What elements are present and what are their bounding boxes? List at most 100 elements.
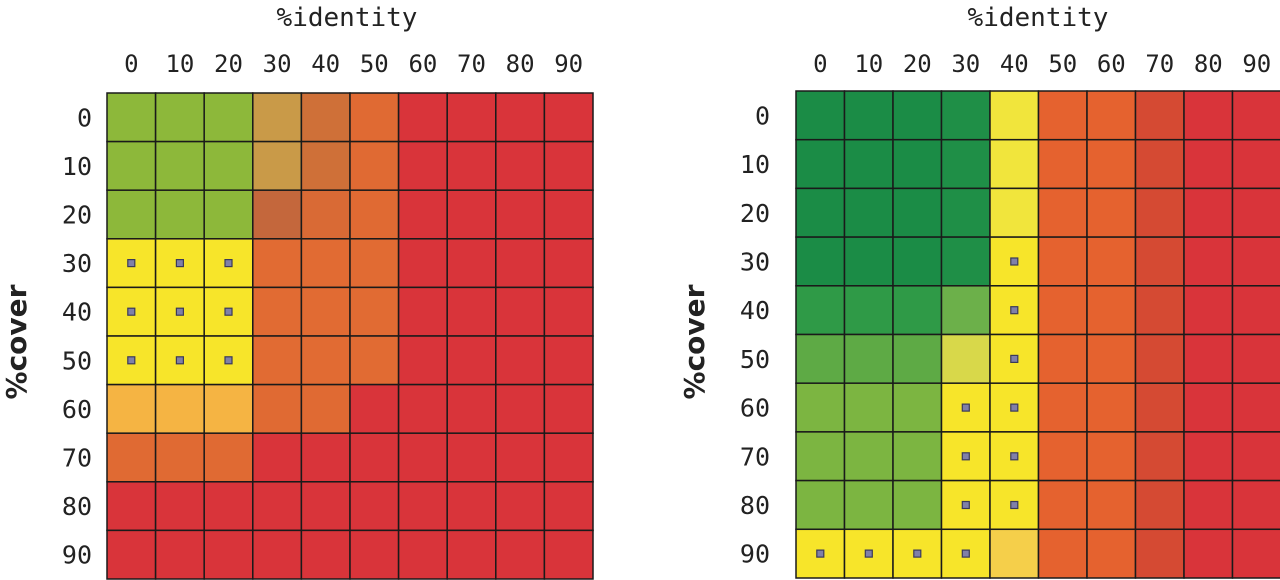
heatmap-cell [543, 335, 594, 386]
heatmap-cell [349, 140, 400, 191]
heatmap-cell [349, 238, 400, 289]
heatmap-cell [397, 383, 448, 434]
heatmap-cell [495, 432, 546, 483]
x-tick-label: 90 [554, 50, 583, 78]
cell-marker [961, 452, 970, 461]
heatmap-cell [795, 382, 846, 433]
heatmap-cell [543, 286, 594, 337]
heatmap-cell [989, 138, 1040, 190]
heatmap-right: %identity %cover 0 10 20 30 40 50 60 70 80 90 0 10 2… [680, 3, 1280, 579]
heatmap-cell [349, 529, 400, 580]
y-tick-label: 60 [740, 394, 770, 423]
heatmap-cell [1183, 333, 1234, 384]
heatmap-cell [543, 432, 594, 483]
heatmap-cell [397, 432, 448, 483]
heatmap-cell [1134, 90, 1185, 141]
heatmap-cell [892, 333, 943, 384]
x-tick-label: 90 [1242, 50, 1271, 78]
cell-marker [224, 259, 233, 268]
y-tick-label: 10 [62, 152, 92, 181]
heatmap-cell [495, 529, 546, 580]
x-tick-label: 30 [263, 50, 292, 78]
heatmap-cell [1231, 285, 1280, 336]
heatmap-cell [892, 236, 943, 287]
heatmap-cell [892, 285, 943, 336]
heatmap-cell [106, 432, 157, 483]
heatmap-cell [154, 140, 205, 191]
heatmap-cell [1086, 285, 1137, 336]
heatmap-cell [106, 92, 157, 143]
heatmap-cell [446, 383, 497, 434]
heatmap-cell [892, 90, 943, 141]
heatmap-cell [795, 285, 846, 336]
heatmap-cell [106, 481, 157, 532]
heatmap-cell [1183, 285, 1234, 336]
heatmap-cell [843, 333, 894, 384]
heatmap-cell [1134, 528, 1185, 579]
heatmap-cell [446, 92, 497, 143]
heatmap-cell [495, 383, 546, 434]
cell-marker [1010, 354, 1019, 363]
heatmap-cell [795, 431, 846, 482]
heatmap-cell [203, 189, 254, 240]
heatmap-cell [1134, 431, 1185, 482]
heatmap-cell [397, 238, 448, 289]
heatmap-cell [397, 92, 448, 143]
heatmap-cell [495, 92, 546, 143]
heatmap-cell [252, 529, 303, 580]
heatmap-cell [543, 140, 594, 191]
heatmap-cell [1134, 479, 1185, 531]
heatmap-cell [106, 189, 157, 240]
x-tick-label: 60 [408, 50, 437, 78]
heatmap-cell [300, 286, 351, 337]
x-tick-label: 50 [360, 50, 389, 78]
heatmap-cell [1183, 187, 1234, 238]
heatmap-cell [795, 90, 846, 141]
heatmap-cell [940, 333, 991, 384]
y-axis-title: %cover [0, 284, 33, 399]
heatmap-cell [1134, 236, 1185, 287]
y-tick-label: 70 [740, 442, 770, 471]
heatmap-cell [154, 189, 205, 240]
heatmap-cell [543, 529, 594, 580]
heatmap-cell [989, 528, 1040, 579]
heatmap-cell [154, 481, 205, 532]
cell-marker [1010, 306, 1019, 315]
heatmap-cell [1231, 528, 1280, 579]
heatmap-cell [940, 187, 991, 238]
heatmap-cell [1086, 187, 1137, 238]
y-tick-label: 50 [740, 345, 770, 374]
x-tick-label: 0 [813, 50, 827, 78]
heatmap-cell [106, 529, 157, 580]
cell-marker [1010, 403, 1019, 412]
heatmap-cell [397, 481, 448, 532]
heatmap-cell [1037, 528, 1088, 579]
heatmap-cell [1037, 479, 1088, 531]
heatmap-cell [349, 432, 400, 483]
heatmap-cell [397, 529, 448, 580]
heatmap-cell [203, 529, 254, 580]
x-tick-label: 50 [1048, 50, 1077, 78]
heatmap-cell [543, 189, 594, 240]
y-axis-title: %cover [680, 284, 711, 399]
cell-marker [1010, 500, 1019, 510]
heatmap-cell [795, 236, 846, 287]
heatmap-cell [252, 238, 303, 289]
heatmap-cell [795, 138, 846, 190]
heatmap-cell [349, 189, 400, 240]
heatmap-cell [446, 529, 497, 580]
heatmap-cell [843, 479, 894, 531]
heatmap-cell [940, 528, 991, 579]
heatmap-cell [843, 382, 894, 433]
cell-marker [961, 403, 970, 412]
heatmap-cell [349, 383, 400, 434]
heatmap-cell [543, 383, 594, 434]
heatmap-cell [843, 187, 894, 238]
heatmap-cell [1086, 333, 1137, 384]
heatmap-cell [1183, 138, 1234, 190]
cell-marker [224, 356, 233, 365]
heatmap-cell [446, 140, 497, 191]
x-tick-label: 20 [214, 50, 243, 78]
heatmap-cells [795, 90, 1280, 579]
heatmap-cell [843, 90, 894, 141]
